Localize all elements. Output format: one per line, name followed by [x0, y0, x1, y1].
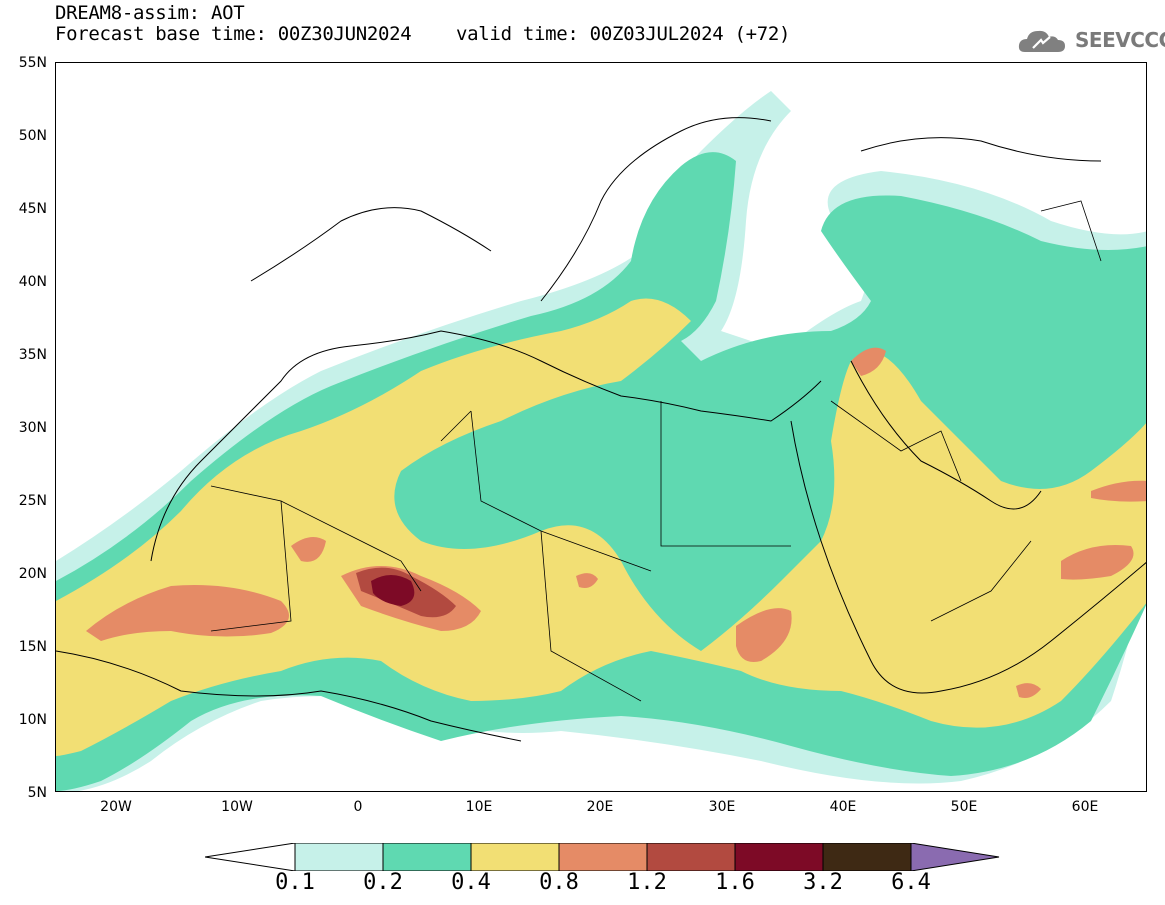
lat-label-5n: 5N [27, 785, 47, 801]
colorbar-label-0.2: 0.2 [363, 870, 403, 895]
coastlines [56, 117, 1146, 742]
country-borders [210, 200, 1102, 702]
lat-label-45n: 45N [18, 201, 47, 217]
lat-label-20n: 20N [18, 566, 47, 582]
lat-label-30n: 30N [18, 420, 47, 436]
lon-label-10w: 10W [221, 799, 253, 815]
lat-label-35n: 35N [18, 347, 47, 363]
lat-label-40n: 40N [18, 274, 47, 290]
colorbar-label-1.6: 1.6 [715, 870, 755, 895]
map-title: DREAM8-assim: AOT [55, 2, 245, 24]
colorbar-bin-3 [470, 843, 560, 871]
lon-label-20e: 20E [586, 799, 614, 815]
colorbar-bin-2 [382, 843, 472, 871]
lon-label-30e: 30E [708, 799, 736, 815]
colorbar-under-triangle [205, 843, 296, 871]
seevccc-logo: SEEVCCC [1017, 26, 1165, 56]
colorbar-label-1.2: 1.2 [627, 870, 667, 895]
aot-map [55, 62, 1147, 792]
lat-label-15n: 15N [18, 639, 47, 655]
colorbar-label-0.4: 0.4 [451, 870, 491, 895]
colorbar-over-triangle [910, 843, 1000, 871]
colorbar-bin-1 [294, 843, 384, 871]
lon-label-60e: 60E [1071, 799, 1099, 815]
aot-band-1.6 [371, 575, 415, 606]
logo-text: SEEVCCC [1075, 28, 1165, 52]
forecast-time-line: Forecast base time: 00Z30JUN2024 valid t… [55, 23, 790, 45]
colorbar-bin-5 [646, 843, 736, 871]
lon-label-20w: 20W [100, 799, 132, 815]
colorbar-bin-7 [822, 843, 912, 871]
colorbar-label-6.4: 6.4 [891, 870, 931, 895]
lon-label-0: 0 [353, 799, 363, 815]
base-time: Forecast base time: 00Z30JUN2024 [55, 23, 412, 45]
lat-label-25n: 25N [18, 493, 47, 509]
colorbar-label-0.1: 0.1 [275, 870, 315, 895]
colorbar-label-0.8: 0.8 [539, 870, 579, 895]
lon-label-50e: 50E [950, 799, 978, 815]
lat-label-55n: 55N [18, 55, 47, 71]
cloud-icon [1018, 30, 1065, 52]
lon-label-40e: 40E [829, 799, 857, 815]
lat-label-50n: 50N [18, 128, 47, 144]
aot-band-0.4 [56, 298, 1146, 756]
valid-time: valid time: 00Z03JUL2024 (+72) [456, 23, 791, 45]
colorbar-bin-4 [558, 843, 648, 871]
lon-label-10e: 10E [465, 799, 493, 815]
colorbar-bin-6 [734, 843, 824, 871]
aot-field [56, 91, 1146, 791]
colorbar-label-3.2: 3.2 [803, 870, 843, 895]
lat-label-10n: 10N [18, 712, 47, 728]
colorbar [205, 843, 1000, 871]
